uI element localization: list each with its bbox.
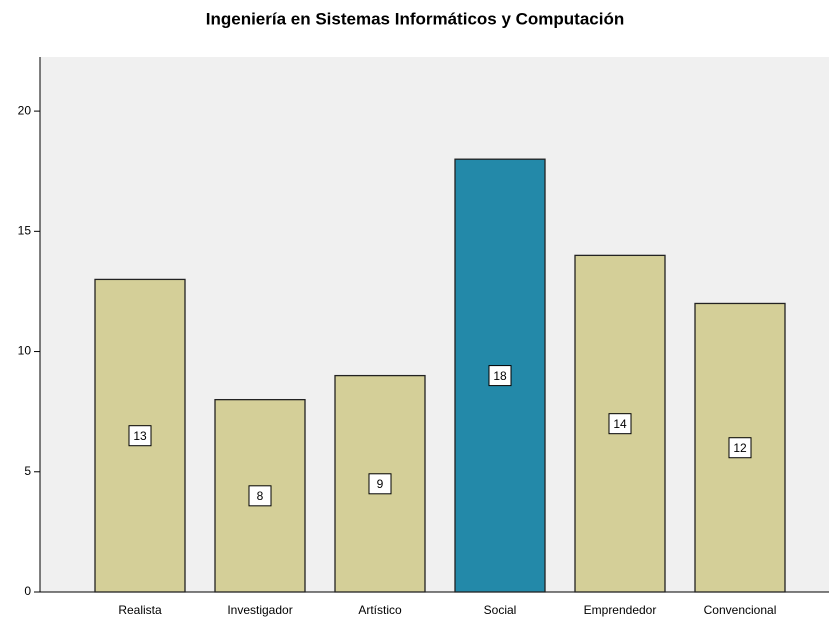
x-tick-label: Realista	[118, 603, 162, 617]
value-label: 8	[257, 489, 264, 503]
y-tick-label: 5	[24, 464, 31, 478]
x-tick-label: Emprendedor	[584, 603, 657, 617]
y-tick-label: 10	[18, 344, 32, 358]
value-label-box	[248, 485, 272, 507]
value-label-box	[368, 473, 392, 495]
value-label-box	[488, 365, 512, 387]
value-label-box	[608, 413, 632, 435]
value-label: 14	[613, 417, 627, 431]
chart-title: Ingeniería en Sistemas Informáticos y Co…	[206, 9, 625, 28]
value-label: 12	[733, 441, 747, 455]
x-tick-label: Social	[484, 603, 517, 617]
value-label: 13	[133, 429, 147, 443]
y-tick-label: 20	[18, 103, 32, 117]
x-tick-label: Convencional	[704, 603, 777, 617]
y-tick-label: 0	[24, 584, 31, 598]
x-tick-label: Artístico	[358, 603, 402, 617]
x-tick-label: Investigador	[227, 603, 292, 617]
value-label: 18	[493, 369, 507, 383]
value-label: 9	[377, 477, 384, 491]
value-label-box	[128, 425, 152, 447]
value-label-box	[728, 437, 752, 459]
y-tick-label: 15	[18, 223, 32, 237]
